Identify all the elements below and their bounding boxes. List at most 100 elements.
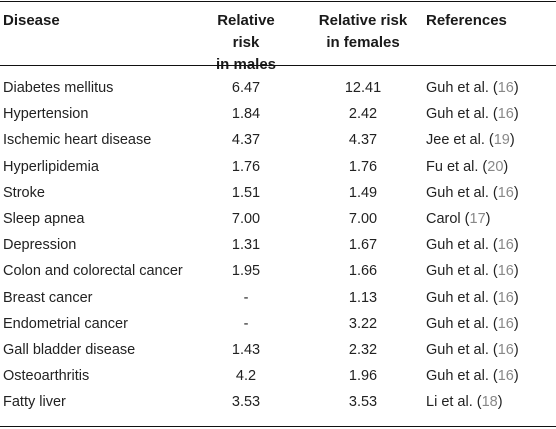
reference-close-paren: ) xyxy=(513,184,519,201)
table-row: Endometrial cancer - 3.22 Guh et al. (16) xyxy=(0,311,556,337)
reference-close-paren: ) xyxy=(513,106,519,123)
disease-cell: Endometrial cancer xyxy=(3,315,128,332)
reference-cell: Li et al. (18) xyxy=(426,389,503,415)
female-risk-cell: 3.22 xyxy=(348,315,378,332)
table-body: Diabetes mellitus 6.47 12.41 Guh et al. (16… xyxy=(0,75,556,415)
reference-close-paren: ) xyxy=(513,80,519,96)
disease-cell: Sleep apnea xyxy=(3,210,85,227)
reference-number-link[interactable]: 19 xyxy=(493,132,510,149)
header-divider-rule xyxy=(0,65,556,66)
header-references: References xyxy=(426,12,507,29)
reference-close-paren: ) xyxy=(513,237,519,254)
reference-close-paren: ) xyxy=(513,289,519,306)
female-risk-cell: 2.42 xyxy=(348,106,378,123)
male-risk-cell: 1.31 xyxy=(231,237,261,254)
reference-close-paren: ) xyxy=(513,315,519,332)
reference-number-link[interactable]: 16 xyxy=(497,315,514,332)
reference-author: Guh et al. ( xyxy=(426,237,498,254)
reference-number-link[interactable]: 16 xyxy=(497,289,514,306)
male-risk-cell: 1.95 xyxy=(231,263,261,280)
male-risk-cell: 4.37 xyxy=(231,132,261,149)
male-risk-cell: 6.47 xyxy=(231,80,261,96)
reference-cell: Guh et al. (16) xyxy=(426,311,519,337)
female-risk-cell: 3.53 xyxy=(348,394,378,411)
reference-number-link[interactable]: 16 xyxy=(497,341,514,358)
header-disease: Disease xyxy=(3,12,60,29)
disease-cell: Gall bladder disease xyxy=(3,341,136,358)
male-risk-cell: 1.51 xyxy=(231,184,261,201)
reference-author: Jee et al. ( xyxy=(426,132,494,149)
reference-close-paren: ) xyxy=(509,132,515,149)
female-risk-cell: 1.66 xyxy=(348,263,378,280)
table-row: Depression 1.31 1.67 Guh et al. (16) xyxy=(0,232,556,258)
female-risk-cell: 12.41 xyxy=(344,80,382,96)
disease-cell: Fatty liver xyxy=(3,394,66,411)
reference-close-paren: ) xyxy=(513,263,519,280)
table-row: Hypertension 1.84 2.42 Guh et al. (16) xyxy=(0,101,556,127)
table-row: Colon and colorectal cancer 1.95 1.66 Guh e… xyxy=(0,258,556,284)
reference-number-link[interactable]: 16 xyxy=(497,80,514,96)
table-row: Hyperlipidemia 1.76 1.76 Fu et al. (20) xyxy=(0,154,556,180)
reference-close-paren: ) xyxy=(503,158,509,175)
female-risk-cell: 1.49 xyxy=(348,184,378,201)
reference-number-link[interactable]: 20 xyxy=(487,158,504,175)
reference-author: Guh et al. ( xyxy=(426,315,498,332)
reference-number-link[interactable]: 16 xyxy=(497,184,514,201)
female-risk-cell: 4.37 xyxy=(348,132,378,149)
reference-close-paren: ) xyxy=(485,210,491,227)
reference-cell: Guh et al. (16) xyxy=(426,258,519,284)
reference-author: Fu et al. ( xyxy=(426,158,488,175)
disease-cell: Ischemic heart disease xyxy=(3,132,152,149)
table-row: Sleep apnea 7.00 7.00 Carol (17) xyxy=(0,206,556,232)
table-row: Ischemic heart disease 4.37 4.37 Jee et al.… xyxy=(0,127,556,153)
reference-number-link[interactable]: 17 xyxy=(469,210,486,227)
table-row: Stroke 1.51 1.49 Guh et al. (16) xyxy=(0,180,556,206)
female-risk-cell: 7.00 xyxy=(348,210,378,227)
reference-author: Guh et al. ( xyxy=(426,368,498,385)
reference-number-link[interactable]: 16 xyxy=(497,237,514,254)
reference-author: Guh et al. ( xyxy=(426,289,498,306)
disease-cell: Hyperlipidemia xyxy=(3,158,99,175)
male-risk-cell: - xyxy=(243,289,249,306)
disease-cell: Breast cancer xyxy=(3,289,93,306)
disease-cell: Stroke xyxy=(3,184,45,201)
female-risk-cell: 1.67 xyxy=(348,237,378,254)
disease-cell: Osteoarthritis xyxy=(3,368,90,385)
female-risk-cell: 1.13 xyxy=(348,289,378,306)
reference-number-link[interactable]: 16 xyxy=(497,368,514,385)
reference-close-paren: ) xyxy=(513,368,519,385)
reference-cell: Guh et al. (16) xyxy=(426,363,519,389)
table-row: Osteoarthritis 4.2 1.96 Guh et al. (16) xyxy=(0,363,556,389)
female-risk-cell: 2.32 xyxy=(348,341,378,358)
disease-cell: Hypertension xyxy=(3,106,89,123)
male-risk-cell: 7.00 xyxy=(231,210,261,227)
table-row: Diabetes mellitus 6.47 12.41 Guh et al. (16… xyxy=(0,75,556,101)
male-risk-cell: - xyxy=(243,315,249,332)
reference-cell: Guh et al. (16) xyxy=(426,101,519,127)
male-risk-cell: 1.76 xyxy=(231,158,261,175)
table-row: Breast cancer - 1.13 Guh et al. (16) xyxy=(0,285,556,311)
reference-close-paren: ) xyxy=(497,394,503,411)
reference-cell: Jee et al. (19) xyxy=(426,127,515,153)
reference-cell: Guh et al. (16) xyxy=(426,180,519,206)
reference-author: Guh et al. ( xyxy=(426,263,498,280)
reference-author: Li et al. ( xyxy=(426,394,482,411)
reference-author: Guh et al. ( xyxy=(426,184,498,201)
reference-cell: Guh et al. (16) xyxy=(426,337,519,363)
male-risk-cell: 1.43 xyxy=(231,341,261,358)
reference-number-link[interactable]: 16 xyxy=(497,263,514,280)
reference-cell: Guh et al. (16) xyxy=(426,232,519,258)
table-row: Fatty liver 3.53 3.53 Li et al. (18) xyxy=(0,389,556,415)
header-females-line1: Relative risk xyxy=(318,12,408,29)
reference-number-link[interactable]: 18 xyxy=(481,394,498,411)
male-risk-cell: 3.53 xyxy=(231,394,261,411)
table-bottom-rule xyxy=(0,426,556,427)
disease-cell: Depression xyxy=(3,237,77,254)
male-risk-cell: 4.2 xyxy=(235,368,257,385)
reference-author: Guh et al. ( xyxy=(426,80,498,96)
reference-number-link[interactable]: 16 xyxy=(497,106,514,123)
header-males-line2: in males xyxy=(215,56,277,73)
reference-author: Guh et al. ( xyxy=(426,341,498,358)
reference-cell: Guh et al. (16) xyxy=(426,285,519,311)
header-males-line1: Relative risk xyxy=(217,12,275,51)
